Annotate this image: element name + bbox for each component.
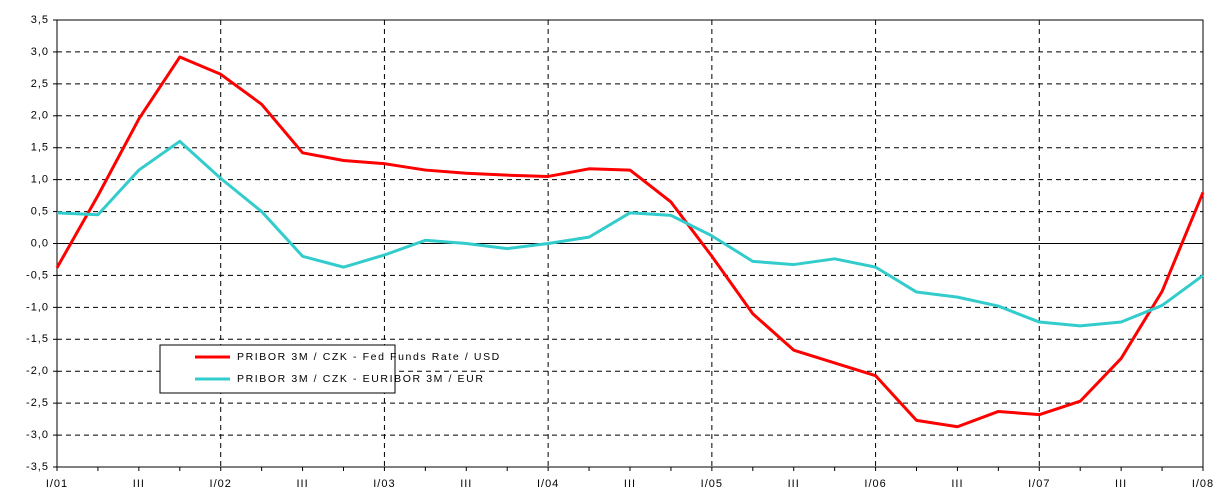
y-tick-label: -3,5 — [26, 461, 49, 473]
y-tick-label: 2,0 — [31, 110, 49, 122]
x-tick-label: I/02 — [210, 478, 232, 490]
x-tick-label: III — [296, 478, 308, 490]
y-tick-label: -3,0 — [26, 429, 49, 441]
x-tick-label: III — [788, 478, 800, 490]
legend-box — [159, 344, 396, 394]
y-tick-label: 2,5 — [31, 78, 49, 90]
y-tick-label: -1,5 — [26, 333, 49, 345]
x-tick-label: I/04 — [537, 478, 559, 490]
x-tick-label: III — [133, 478, 145, 490]
x-tick-label: I/05 — [701, 478, 723, 490]
y-tick-label: -0,5 — [26, 269, 49, 281]
x-tick-label: I/08 — [1192, 478, 1214, 490]
y-tick-label: 1,0 — [31, 174, 49, 186]
series-line — [56, 139, 1204, 328]
legend-label: PRIBOR 3M / CZK - EURIBOR 3M / EUR — [237, 373, 485, 385]
legend: PRIBOR 3M / CZK - Fed Funds Rate / USD PR… — [159, 344, 501, 394]
x-tick-label: III — [460, 478, 472, 490]
y-tick-label: -2,0 — [26, 365, 49, 377]
x-tick-label: III — [624, 478, 636, 490]
legend-label: PRIBOR 3M / CZK - Fed Funds Rate / USD — [237, 351, 501, 363]
y-tick-label: 1,5 — [31, 142, 49, 154]
y-tick-label: 0,5 — [31, 205, 49, 217]
y-tick-label: 3,5 — [31, 14, 49, 26]
y-tick-label: -2,5 — [26, 397, 49, 409]
y-tick-label: -1,0 — [26, 301, 49, 313]
x-tick-label: III — [1115, 478, 1127, 490]
x-tick-label: I/06 — [864, 478, 886, 490]
y-tick-label: 0,0 — [31, 237, 49, 249]
x-tick-label: III — [951, 478, 963, 490]
series-line — [55, 55, 1205, 429]
y-tick-label: 3,0 — [31, 46, 49, 58]
x-tick-label: I/01 — [46, 478, 68, 490]
x-tick-label: I/07 — [1028, 478, 1050, 490]
x-tick-label: I/03 — [373, 478, 395, 490]
